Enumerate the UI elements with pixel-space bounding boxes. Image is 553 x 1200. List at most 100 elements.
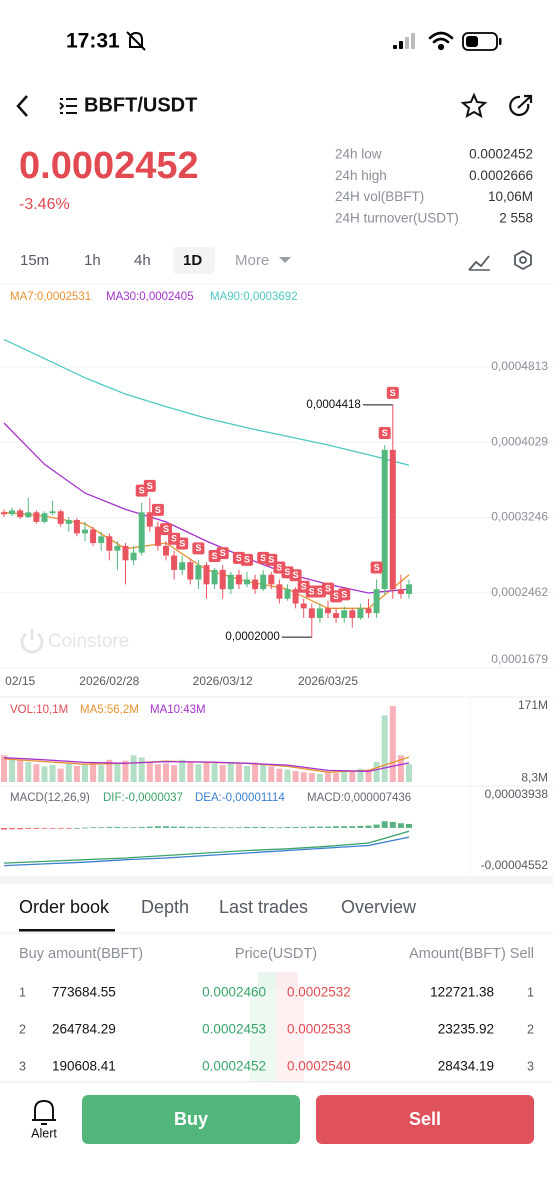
macd-bar xyxy=(219,827,226,829)
candle-body xyxy=(82,529,88,534)
candle-body xyxy=(65,519,72,524)
candle-body xyxy=(187,562,194,580)
volume-bar xyxy=(122,760,129,782)
clock: 17:31 xyxy=(66,30,120,53)
macd-bar xyxy=(82,827,88,829)
timeframe-tab[interactable]: 15m xyxy=(20,252,49,269)
sell-marker-label: S xyxy=(220,548,226,558)
share-button[interactable] xyxy=(509,94,533,117)
tab-underline xyxy=(19,929,115,932)
macd-bar xyxy=(171,826,178,828)
candle-body xyxy=(260,574,267,590)
macd-bar xyxy=(365,825,372,828)
macd-bar xyxy=(349,826,356,828)
sell-marker xyxy=(160,523,172,536)
volume-bar xyxy=(154,764,161,782)
volume-bar xyxy=(325,772,331,782)
y-tick-label: 0,0002462 xyxy=(491,585,548,599)
timeframe-more[interactable]: More xyxy=(235,252,269,269)
candle-body xyxy=(357,608,364,618)
y-tick-label: 171M xyxy=(518,698,548,712)
active-tab-bg xyxy=(173,247,215,274)
macd-bar xyxy=(130,827,137,829)
buy-amount: 190608.41 xyxy=(52,1059,116,1074)
volume-bar xyxy=(292,770,299,782)
volume-bar xyxy=(260,764,267,782)
sell-marker-label: S xyxy=(293,570,299,580)
column-header: Amount(BBFT) Sell xyxy=(409,946,534,962)
volume-bar xyxy=(389,706,396,782)
sell-marker-label: S xyxy=(155,505,161,515)
last-price: 0.0002452 xyxy=(19,145,199,187)
sell-marker-label: S xyxy=(171,534,177,544)
candle-body xyxy=(98,536,105,544)
ask-price: 0.0002533 xyxy=(287,1022,351,1037)
orderbook-tab[interactable]: Last trades xyxy=(219,897,308,917)
candle-body xyxy=(325,608,331,614)
sell-marker-label: S xyxy=(139,486,145,496)
timeframe-tab-active[interactable]: 1D xyxy=(183,252,202,269)
candle-body xyxy=(227,574,234,590)
dif-line xyxy=(3,830,410,864)
orderbook-tab-active[interactable]: Order book xyxy=(19,897,110,917)
timeframe-tab[interactable]: 4h xyxy=(134,252,151,269)
y-tick-label: 0,0004029 xyxy=(491,434,548,448)
volume-bar xyxy=(171,765,178,782)
volume-bar xyxy=(235,764,242,782)
volume-bar xyxy=(130,755,137,782)
x-tick-label: 2026/03/25 xyxy=(298,674,358,688)
candle-body xyxy=(365,608,372,614)
sell-marker-label: S xyxy=(212,551,218,561)
candle-body xyxy=(397,589,404,594)
candle-body xyxy=(106,536,113,551)
candle-body xyxy=(333,613,340,618)
volume-bar xyxy=(284,769,291,782)
macd-bar xyxy=(235,827,242,829)
sell-marker-label: S xyxy=(179,538,185,548)
back-button[interactable] xyxy=(16,95,28,117)
favorite-button[interactable] xyxy=(460,92,488,119)
volume-bar xyxy=(268,766,275,782)
candle-body xyxy=(316,608,323,618)
pair-title: BBFT/USDT xyxy=(84,94,197,116)
candle-body xyxy=(211,569,218,585)
macd-bar xyxy=(308,826,315,828)
row-index: 1 xyxy=(19,985,26,999)
alert-icon[interactable] xyxy=(32,1099,56,1125)
macd-bar xyxy=(357,825,364,828)
sell-marker xyxy=(176,537,189,550)
stat-value: 10,06M xyxy=(488,189,533,204)
volume-ma-line xyxy=(3,756,410,772)
sell-marker xyxy=(289,569,302,582)
candle-body xyxy=(276,584,283,599)
y-tick-label: 0,00003938 xyxy=(485,787,549,801)
candle-body xyxy=(300,603,307,609)
pair-menu-icon[interactable] xyxy=(59,98,77,114)
buy-button[interactable] xyxy=(82,1095,300,1144)
sell-marker xyxy=(192,542,205,555)
watermark-logo xyxy=(20,629,44,654)
indicator-button[interactable] xyxy=(468,255,490,271)
row-index: 2 xyxy=(527,1022,534,1036)
orderbook-tab[interactable]: Overview xyxy=(341,897,417,917)
candle-body xyxy=(9,510,16,515)
timeframe-tab[interactable]: 1h xyxy=(84,252,101,269)
macd-bar xyxy=(268,827,275,829)
candle-body xyxy=(235,574,242,585)
bid-price: 0.0002453 xyxy=(202,1022,266,1037)
macd-bar xyxy=(316,826,323,828)
sell-marker xyxy=(386,386,399,399)
sell-marker-label: S xyxy=(276,562,282,572)
settings-button[interactable] xyxy=(514,249,532,271)
stat-label: 24h low xyxy=(335,147,382,162)
sell-button[interactable] xyxy=(316,1095,534,1144)
sell-marker-label: S xyxy=(374,562,380,572)
volume-bar xyxy=(276,768,283,782)
orderbook-tab[interactable]: Depth xyxy=(141,897,189,917)
macd-bar xyxy=(90,827,97,829)
macd-bar xyxy=(154,826,161,828)
y-tick-label: 0,0004813 xyxy=(491,359,548,373)
volume-bar xyxy=(106,759,113,782)
candle-body xyxy=(122,545,129,561)
